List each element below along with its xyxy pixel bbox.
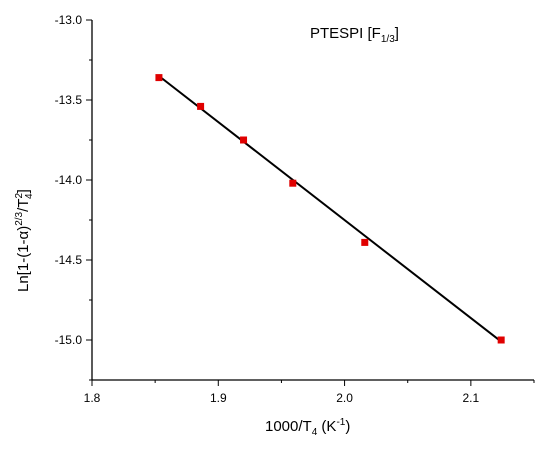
y-tick-label: -15.0	[55, 333, 83, 347]
data-point	[155, 74, 163, 82]
x-tick-label: 1.9	[210, 391, 227, 405]
y-tick-label: -13.5	[55, 93, 83, 107]
data-points	[155, 74, 505, 344]
fit-line	[158, 75, 502, 343]
axes	[91, 20, 534, 381]
x-tick-label: 2.0	[336, 391, 353, 405]
fit-line-group	[158, 75, 502, 343]
y-tick-label: -13.0	[55, 13, 83, 27]
y-tick-label: -14.0	[55, 173, 83, 187]
data-point	[240, 136, 248, 144]
x-tick-label: 1.8	[84, 391, 101, 405]
x-tick-label: 2.1	[463, 391, 480, 405]
y-axis-title: Ln[1-(1-α)2/3/T24]	[14, 189, 35, 292]
y-tick-label: -14.5	[55, 253, 83, 267]
x-axis-title: 1000/T4 (K-1)	[265, 417, 350, 438]
chart-title-subscript: 1/3	[381, 34, 395, 45]
data-point	[289, 179, 297, 187]
chart-title: PTESPI [F1/3]	[310, 25, 399, 45]
ticks: 1.8 1.9 2.0 2.1 -13.0 -13.5 -14.0 -14.5 -15.0	[55, 13, 535, 405]
data-point	[497, 336, 505, 344]
data-point	[361, 238, 369, 246]
data-point	[197, 102, 205, 110]
